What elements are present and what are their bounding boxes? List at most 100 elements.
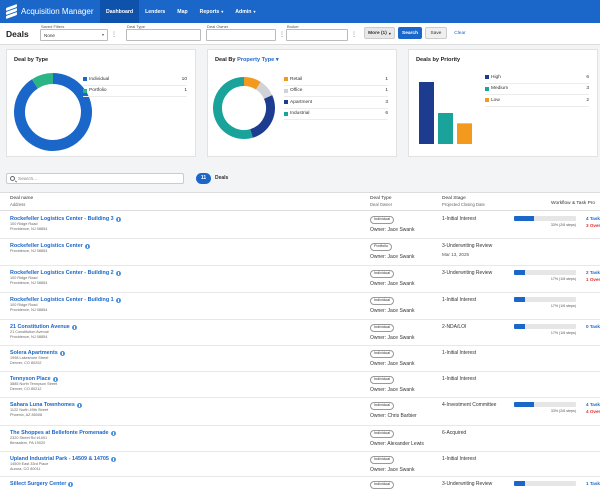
deal-by-property-type-legend: Retail 1 Office 1 Apartment 3 Industrial 6 bbox=[284, 74, 388, 120]
column-header-deal-type[interactable]: Deal Type Deal Owner bbox=[370, 196, 392, 207]
deal-stage-cell: 2-NDA/LOI bbox=[442, 324, 512, 330]
info-icon[interactable] bbox=[52, 376, 58, 382]
type-legend-item-portfolio[interactable]: Portfolio 1 bbox=[83, 86, 187, 97]
overdue-tasks-link[interactable]: 4 Overdue bbox=[586, 409, 600, 414]
info-icon[interactable] bbox=[71, 324, 77, 330]
info-icon[interactable] bbox=[59, 350, 65, 356]
priority-bar-medium[interactable] bbox=[438, 113, 453, 144]
legend-label: Medium bbox=[491, 86, 509, 91]
deal-address-line1: 3885 North Tennyson Street bbox=[10, 382, 58, 386]
priority-bar-high[interactable] bbox=[419, 82, 434, 144]
info-icon[interactable] bbox=[115, 270, 121, 276]
deal-name-link[interactable]: Rockefeller Logistics Center - Building … bbox=[10, 216, 121, 222]
info-icon[interactable] bbox=[110, 456, 116, 462]
legend-swatch bbox=[284, 111, 288, 116]
property-legend-item-industrial[interactable]: Industrial 6 bbox=[284, 109, 388, 120]
property-slice-office[interactable] bbox=[255, 81, 273, 100]
deal-name-link[interactable]: Sahara Luna Townhomes bbox=[10, 402, 82, 408]
deal-owner: Owner: Jace Swank bbox=[370, 307, 415, 314]
type-slice-portfolio[interactable] bbox=[31, 73, 54, 89]
info-icon[interactable] bbox=[115, 216, 121, 222]
priority-bar-low[interactable] bbox=[457, 123, 472, 144]
deal-name-header-label: Deal name bbox=[10, 196, 34, 201]
deals-by-priority-title: Deals by Priority bbox=[416, 57, 461, 63]
deal-name-link[interactable]: Rockefeller Logistics Center - Building … bbox=[10, 297, 121, 303]
overdue-tasks-link[interactable]: 1 Overdue bbox=[586, 277, 600, 282]
deal-type-badge: Individual bbox=[370, 324, 395, 332]
table-row: Rockefeller Logistics Center Providence, … bbox=[0, 239, 600, 266]
nav-item-map[interactable]: Map bbox=[171, 0, 193, 23]
deal-search-input[interactable] bbox=[18, 175, 178, 183]
workflow-progress-text: 33% (2/6 steps) bbox=[550, 222, 576, 227]
type-legend-item-individual[interactable]: Individual 10 bbox=[83, 74, 187, 86]
deal-name-cell: Rockefeller Logistics Center - Building … bbox=[10, 270, 350, 286]
type-slice-individual[interactable] bbox=[14, 73, 92, 151]
deal-name-link[interactable]: Rockefeller Logistics Center - Building … bbox=[10, 270, 121, 276]
app-logo[interactable]: Acquisition Manager bbox=[6, 3, 100, 20]
deals-by-priority-bar-chart[interactable] bbox=[415, 70, 485, 150]
deal-address-line1: 2320 Street Rd #1001 bbox=[10, 436, 48, 440]
nav-item-admin[interactable]: Admin ▾ bbox=[229, 0, 261, 23]
info-icon[interactable] bbox=[68, 481, 74, 487]
deal-search-box[interactable] bbox=[6, 173, 184, 184]
column-header-workflow[interactable]: Workflow & Task Pro bbox=[551, 201, 596, 206]
property-legend-item-apartment[interactable]: Apartment 3 bbox=[284, 97, 388, 109]
tasks-link[interactable]: 4 Tasks bbox=[586, 402, 600, 407]
nav-item-lenders[interactable]: Lenders bbox=[139, 0, 171, 23]
broker-input[interactable] bbox=[286, 29, 348, 41]
info-icon[interactable] bbox=[110, 430, 116, 436]
nav-item-dashboard[interactable]: Dashboard bbox=[100, 0, 140, 23]
clear-button[interactable]: Clear bbox=[454, 30, 466, 36]
property-slice-apartment[interactable] bbox=[249, 95, 275, 138]
property-slice-industrial[interactable] bbox=[213, 77, 253, 139]
table-row: Solera Apartments 1998 Lakeshore Street De… bbox=[0, 346, 600, 372]
column-header-deal-stage[interactable]: Deal Stage Projected Closing Date bbox=[442, 196, 485, 207]
property-slice-retail[interactable] bbox=[243, 77, 261, 90]
saved-filters-filter: Saved Filters None ▾ ⋮ bbox=[40, 24, 122, 41]
property-legend-item-office[interactable]: Office 1 bbox=[284, 86, 388, 97]
tasks-link[interactable]: 1 Task bbox=[586, 481, 600, 486]
deal-name-link[interactable]: Rockefeller Logistics Center bbox=[10, 243, 90, 249]
deal-type-input[interactable] bbox=[126, 29, 201, 41]
deal-name-link[interactable]: Tennyson Place bbox=[10, 376, 58, 382]
more-filters-button[interactable]: More (1) ▾ bbox=[364, 27, 395, 39]
column-header-deal-name[interactable]: Deal name Address bbox=[10, 196, 33, 207]
deal-name-link[interactable]: 21 Constitution Avenue bbox=[10, 324, 77, 330]
deal-by-type-title: Deal by Type bbox=[14, 57, 49, 63]
tasks-link[interactable]: 0 Tasks bbox=[586, 324, 600, 329]
overdue-tasks-link[interactable]: 3 Overdue bbox=[586, 223, 600, 228]
deal-owner-input[interactable] bbox=[206, 29, 276, 41]
deal-name-link[interactable]: Solera Apartments bbox=[10, 350, 65, 356]
nav-item-label: Reports bbox=[199, 8, 220, 15]
tasks-link[interactable]: 2 Tasks bbox=[586, 270, 600, 275]
property-type-dropdown[interactable]: Property Type ▾ bbox=[237, 57, 279, 63]
priority-legend-item-low[interactable]: Low 2 bbox=[485, 95, 589, 107]
tasks-link[interactable]: 4 Tasks bbox=[586, 216, 600, 221]
legend-swatch bbox=[284, 77, 288, 81]
deal-name-link[interactable]: Upland Industrial Park - 14509 & 14705 bbox=[10, 456, 116, 462]
search-button[interactable]: Search bbox=[398, 27, 422, 39]
deal-name-link[interactable]: Sillect Surgery Center bbox=[10, 481, 74, 487]
deal-owner-menu-icon[interactable]: ⋮ bbox=[279, 32, 285, 38]
priority-legend-item-medium[interactable]: Medium 3 bbox=[485, 84, 589, 95]
info-icon[interactable] bbox=[84, 243, 90, 249]
deal-name-link[interactable]: The Shoppes at Bellefonte Promenade bbox=[10, 430, 116, 436]
legend-swatch bbox=[284, 100, 288, 104]
info-icon[interactable] bbox=[115, 297, 121, 303]
priority-legend-item-high[interactable]: High 6 bbox=[485, 72, 589, 84]
deal-type-cell: Individual Owner: Jace Swank bbox=[370, 456, 440, 473]
deal-by-type-donut-chart[interactable] bbox=[13, 72, 93, 152]
property-legend-item-retail[interactable]: Retail 1 bbox=[284, 74, 388, 86]
deal-stage-cell: 6-Acquired bbox=[442, 430, 512, 436]
deal-address-line2: Aurora, CO 80011 bbox=[10, 467, 41, 471]
save-button[interactable]: Save bbox=[425, 27, 447, 39]
broker-menu-icon[interactable]: ⋮ bbox=[351, 32, 357, 38]
deal-by-property-type-donut-chart[interactable] bbox=[212, 76, 276, 140]
deal-owner: Owner: Jace Swank bbox=[370, 226, 415, 233]
deal-type-cell: Individual bbox=[370, 481, 440, 489]
saved-filters-menu-icon[interactable]: ⋮ bbox=[111, 32, 117, 38]
info-icon[interactable] bbox=[76, 402, 82, 408]
saved-filters-select[interactable]: None ▾ bbox=[40, 29, 108, 41]
deal-name-text: Solera Apartments bbox=[10, 350, 58, 356]
nav-item-reports[interactable]: Reports ▾ bbox=[194, 0, 230, 23]
